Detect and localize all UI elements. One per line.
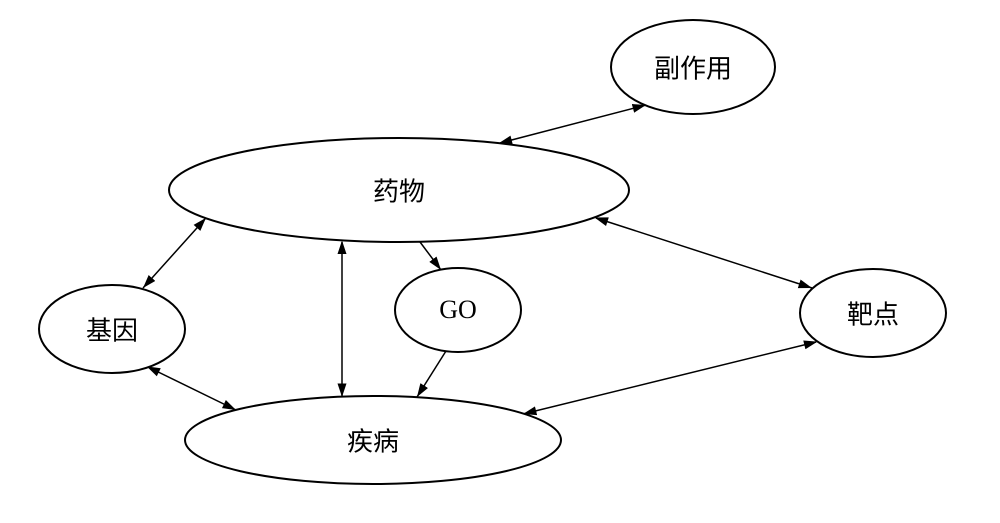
diagram-canvas (0, 0, 1000, 523)
node-label-target: 靶点 (847, 295, 899, 332)
edge-target-disease (523, 342, 816, 414)
edge-drug-go (420, 242, 441, 270)
node-label-side_effect: 副作用 (654, 49, 732, 86)
node-label-go: GO (439, 295, 477, 325)
edge-go-disease (417, 351, 446, 397)
edge-gene-disease (148, 367, 236, 410)
edge-drug-gene (143, 219, 205, 288)
edge-drug-side_effect (500, 105, 646, 143)
node-label-drug: 药物 (373, 172, 425, 209)
node-label-gene: 基因 (86, 311, 138, 348)
edge-drug-target (596, 218, 812, 288)
node-label-disease: 疾病 (347, 422, 399, 459)
